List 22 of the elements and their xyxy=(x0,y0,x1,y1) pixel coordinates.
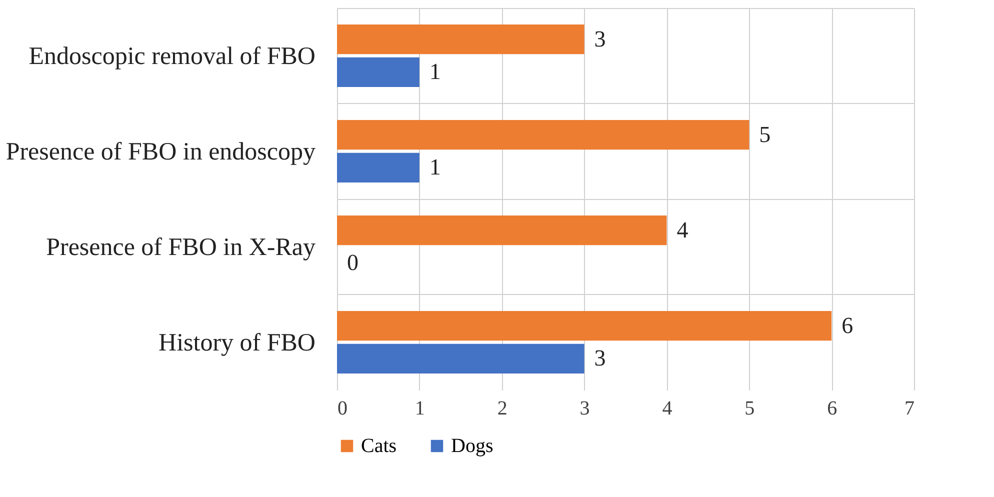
data-label: 4 xyxy=(676,217,689,242)
x-tick-label: 5 xyxy=(744,398,755,420)
data-label: 1 xyxy=(429,154,441,180)
x-tick-label: 4 xyxy=(662,398,672,420)
legend-label: Dogs xyxy=(451,435,494,457)
x-tick-label: 0 xyxy=(338,398,348,420)
data-label: 0 xyxy=(347,250,358,276)
y-tick-label: History of FBO xyxy=(158,329,316,356)
data-label: 6 xyxy=(842,312,854,338)
x-tick-label: 2 xyxy=(497,398,508,420)
legend-label: Cats xyxy=(361,435,397,457)
y-tick-label: Endoscopic removal of FBO xyxy=(28,42,316,70)
x-tick-label: 6 xyxy=(827,398,838,420)
data-label: 5 xyxy=(759,122,771,147)
y-tick-label: Presence of FBO in X-Ray xyxy=(46,234,316,261)
x-tick-label: 3 xyxy=(580,398,590,420)
data-label: 3 xyxy=(594,346,606,371)
y-tick-label: Presence of FBO in endoscopy xyxy=(6,138,316,166)
data-label: 1 xyxy=(429,59,441,84)
x-tick-label: 1 xyxy=(414,398,425,420)
data-label: 3 xyxy=(594,26,606,52)
x-tick-label: 7 xyxy=(904,398,914,420)
